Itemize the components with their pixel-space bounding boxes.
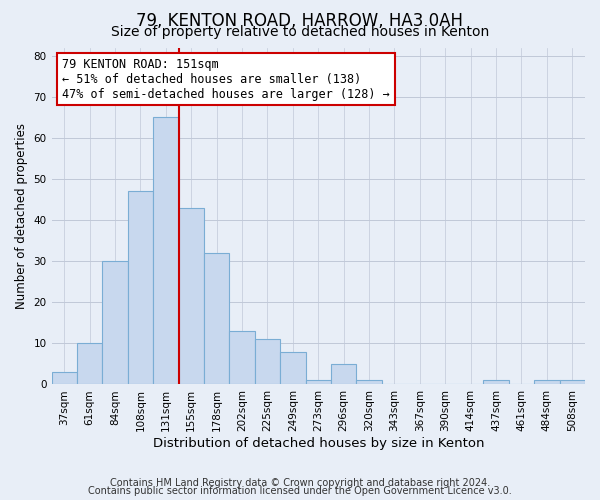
Text: 79, KENTON ROAD, HARROW, HA3 0AH: 79, KENTON ROAD, HARROW, HA3 0AH xyxy=(137,12,464,30)
Bar xyxy=(560,380,585,384)
Text: 79 KENTON ROAD: 151sqm
← 51% of detached houses are smaller (138)
47% of semi-de: 79 KENTON ROAD: 151sqm ← 51% of detached… xyxy=(62,58,390,100)
Bar xyxy=(356,380,382,384)
Bar xyxy=(204,253,229,384)
Bar xyxy=(534,380,560,384)
Bar xyxy=(153,118,179,384)
Text: Contains HM Land Registry data © Crown copyright and database right 2024.: Contains HM Land Registry data © Crown c… xyxy=(110,478,490,488)
Bar xyxy=(305,380,331,384)
Bar xyxy=(229,331,255,384)
Text: Size of property relative to detached houses in Kenton: Size of property relative to detached ho… xyxy=(111,25,489,39)
Bar xyxy=(484,380,509,384)
X-axis label: Distribution of detached houses by size in Kenton: Distribution of detached houses by size … xyxy=(152,437,484,450)
Bar xyxy=(77,344,103,384)
Bar xyxy=(179,208,204,384)
Bar xyxy=(52,372,77,384)
Bar xyxy=(280,352,305,384)
Text: Contains public sector information licensed under the Open Government Licence v3: Contains public sector information licen… xyxy=(88,486,512,496)
Y-axis label: Number of detached properties: Number of detached properties xyxy=(15,123,28,309)
Bar xyxy=(103,261,128,384)
Bar xyxy=(128,192,153,384)
Bar xyxy=(331,364,356,384)
Bar xyxy=(255,340,280,384)
